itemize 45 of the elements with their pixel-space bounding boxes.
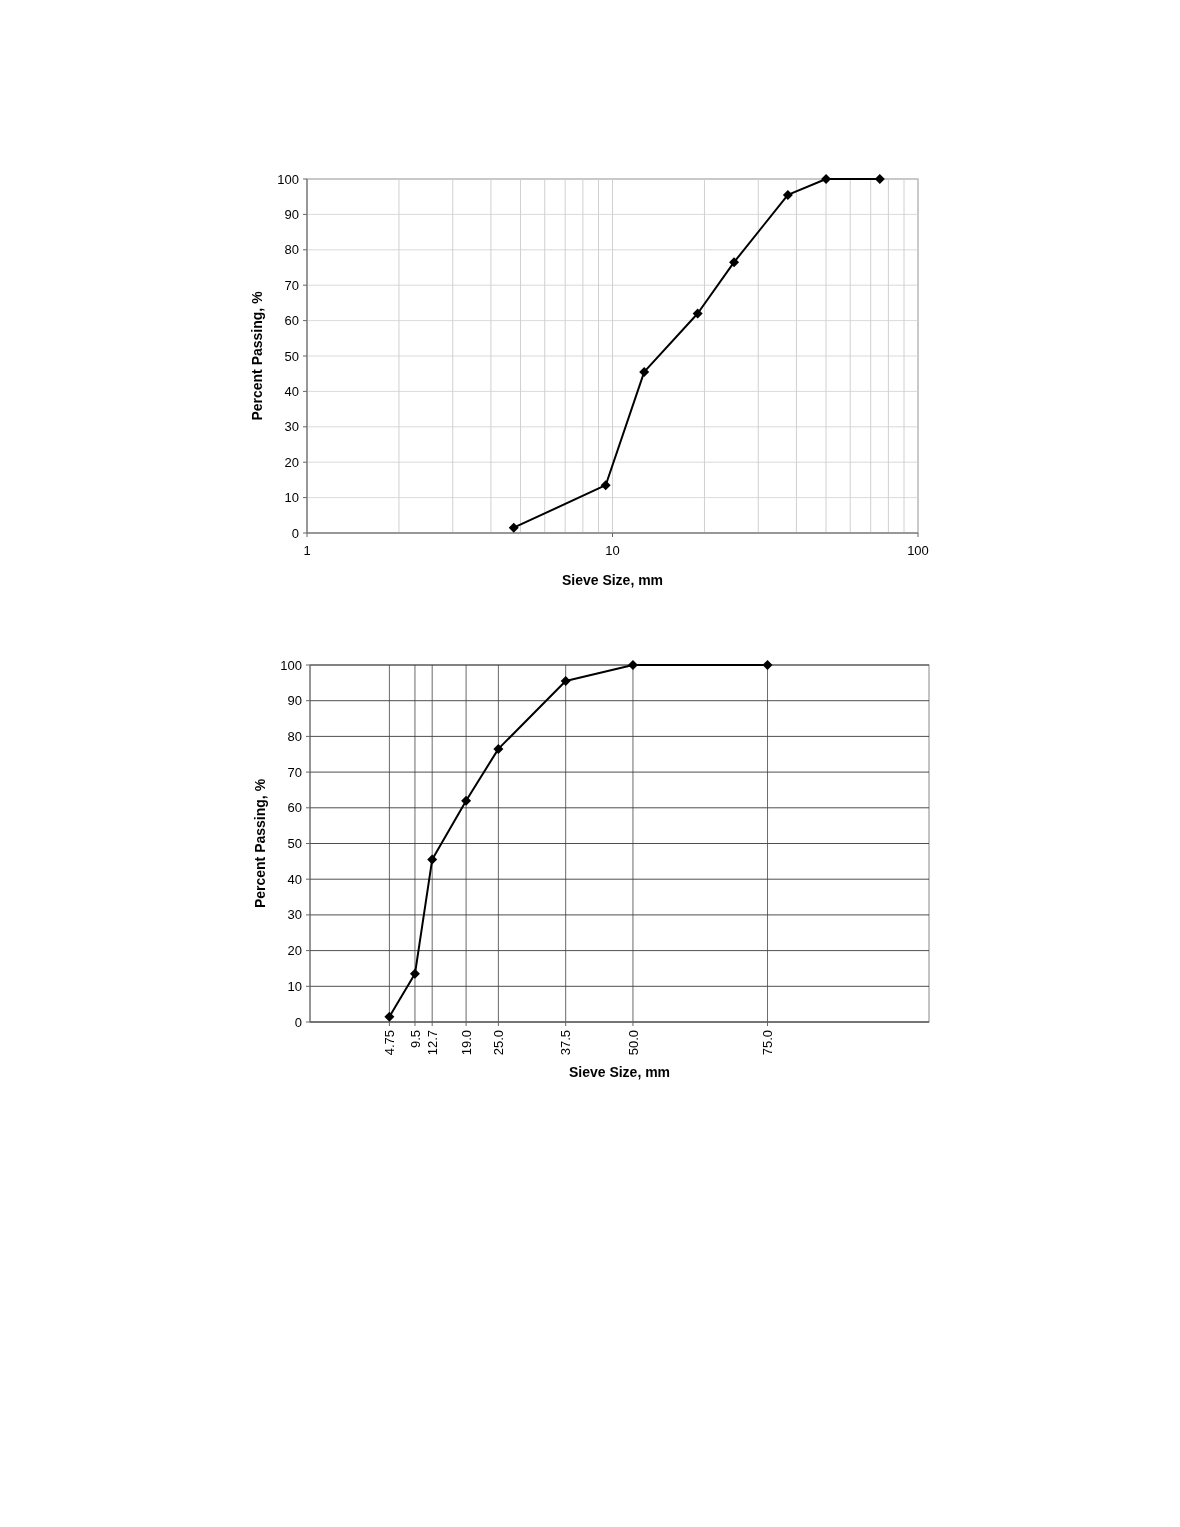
x-axis-title: Sieve Size, mm bbox=[568, 1064, 671, 1080]
x-tick-label: 1 bbox=[303, 543, 311, 558]
point bbox=[560, 676, 571, 687]
y-tick-label: 70 bbox=[284, 277, 299, 293]
x-tick-label: 75.0 bbox=[760, 1030, 776, 1056]
point bbox=[762, 660, 773, 670]
y-axis-title: Percent Passing, % bbox=[252, 778, 268, 909]
y-tick-label: 60 bbox=[284, 313, 299, 329]
y-tick-label: 20 bbox=[287, 943, 302, 959]
x-tick-label: 37.5 bbox=[558, 1030, 574, 1056]
x-tick-label: 25.0 bbox=[490, 1030, 506, 1056]
y-tick-label: 100 bbox=[280, 657, 302, 673]
y-tick-label: 40 bbox=[284, 383, 299, 399]
y-tick-label: 90 bbox=[284, 206, 299, 222]
y-tick-label: 80 bbox=[284, 242, 299, 258]
x-tick-label: 4.75 bbox=[381, 1030, 397, 1056]
y-tick-label: 100 bbox=[277, 171, 299, 187]
point bbox=[427, 854, 438, 865]
y-tick-label: 80 bbox=[287, 728, 302, 744]
y-tick-label: 60 bbox=[287, 800, 302, 816]
point bbox=[384, 1011, 395, 1022]
point bbox=[409, 968, 420, 979]
x-tick-label: 12.7 bbox=[424, 1030, 440, 1056]
point bbox=[627, 660, 638, 670]
y-tick-label: 90 bbox=[287, 693, 302, 709]
y-tick-label: 20 bbox=[284, 454, 299, 470]
x-tick-label: 50.0 bbox=[625, 1030, 641, 1056]
y-tick-label: 10 bbox=[287, 978, 302, 994]
x-axis-title: Sieve Size, mm bbox=[561, 572, 664, 588]
y-tick-label: 40 bbox=[287, 871, 302, 887]
x-tick-label: 100 bbox=[907, 543, 929, 558]
y-tick-label: 0 bbox=[294, 1014, 302, 1030]
x-tick-label: 9.5 bbox=[407, 1030, 423, 1049]
point bbox=[461, 795, 472, 806]
y-tick-label: 50 bbox=[284, 348, 299, 364]
y-tick-label: 10 bbox=[284, 490, 299, 506]
y-tick-label: 70 bbox=[287, 764, 302, 780]
point bbox=[493, 743, 504, 754]
y-tick-label: 30 bbox=[287, 907, 302, 923]
y-tick-label: 0 bbox=[291, 525, 299, 541]
y-axis-title: Percent Passing, % bbox=[249, 290, 265, 421]
y-tick-label: 30 bbox=[284, 419, 299, 435]
x-tick-label: 10 bbox=[605, 543, 620, 558]
x-tick-label: 19.0 bbox=[458, 1030, 474, 1056]
y-tick-label: 50 bbox=[287, 836, 302, 852]
